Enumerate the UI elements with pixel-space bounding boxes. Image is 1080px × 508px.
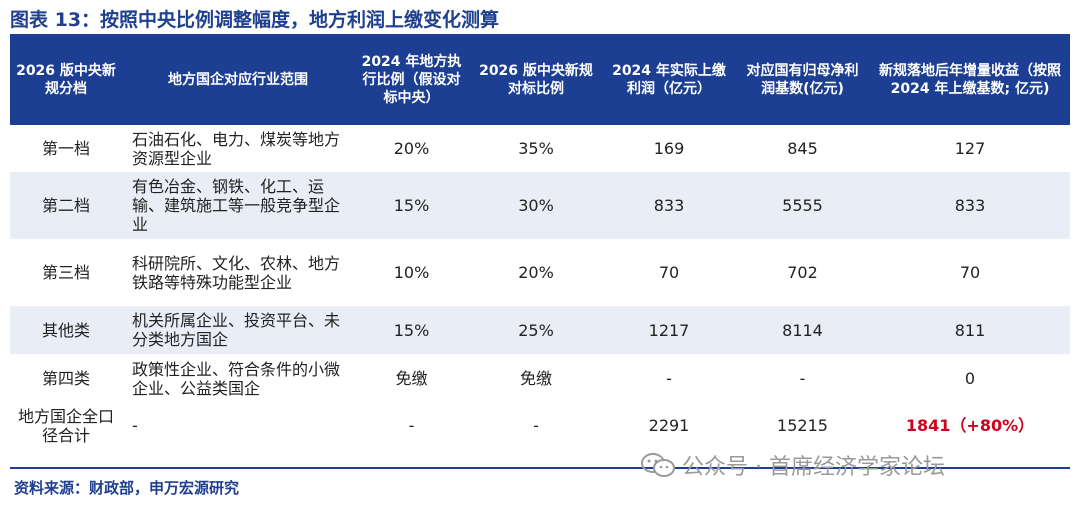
- cell-ratio-2026: 25%: [469, 306, 603, 354]
- cell-scope: -: [132, 416, 138, 435]
- cell-scope: 机关所属企业、投资平台、未分类地方国企: [122, 306, 354, 354]
- bottom-divider: [10, 467, 1070, 469]
- cell-increment-total: 1841（+80%）: [905, 416, 1035, 435]
- header-increment: 新规落地后年增量收益（按照 2024 年上缴基数; 亿元): [870, 34, 1070, 125]
- cell-tier: 第二档: [10, 172, 122, 239]
- cell-ratio-2024: 10%: [393, 263, 430, 282]
- header-scope: 地方国企对应行业范围: [122, 34, 354, 125]
- cell-base: 702: [787, 263, 818, 282]
- cell-base: 15215: [777, 416, 828, 435]
- table-row: 第三档 科研院所、文化、农林、地方铁路等特殊功能型企业 10% 20% 70 7…: [10, 239, 1070, 306]
- cell-paid-2024: 70: [658, 263, 680, 282]
- table-header-row: 2026 版中央新规分档 地方国企对应行业范围 2024 年地方执行比例（假设对…: [10, 34, 1070, 125]
- cell-paid-2024: 169: [653, 139, 685, 158]
- header-tier: 2026 版中央新规分档: [10, 34, 122, 125]
- cell-increment: 811: [870, 306, 1070, 354]
- wechat-icon: [641, 453, 675, 477]
- cell-ratio-2024: 15%: [354, 306, 469, 354]
- cell-increment: 833: [870, 172, 1070, 239]
- cell-paid-2024: -: [666, 369, 672, 388]
- cell-tier: 其他类: [10, 306, 122, 354]
- cell-paid-2024: 833: [603, 172, 735, 239]
- cell-increment: 0: [964, 369, 976, 388]
- cell-tier: 地方国企全口径合计: [17, 406, 114, 445]
- table-row: 第四类 政策性企业、符合条件的小微企业、公益类国企 免缴 免缴 - - 0: [10, 354, 1070, 403]
- cell-ratio-2026: 免缴: [519, 369, 552, 388]
- cell-tier: 第一档: [41, 139, 90, 158]
- cell-tier: 第四类: [41, 369, 90, 388]
- cell-ratio-2024: -: [408, 416, 415, 435]
- table-row: 第二档 有色冶金、钢铁、化工、运输、建筑施工等一般竞争型企业 15% 30% 8…: [10, 172, 1070, 239]
- table-row-total: 地方国企全口径合计 - - - 2291 15215 1841（+80%）: [10, 403, 1070, 448]
- cell-scope: 石油石化、电力、煤炭等地方资源型企业: [132, 129, 341, 168]
- cell-paid-2024: 1217: [603, 306, 735, 354]
- header-ratio-2024: 2024 年地方执行比例（假设对标中央）: [354, 34, 469, 125]
- source-note: 资料来源：财政部，申万宏源研究: [14, 479, 240, 497]
- cell-ratio-2024: 20%: [393, 139, 430, 158]
- cell-ratio-2026: 35%: [518, 139, 554, 158]
- cell-base: 845: [787, 139, 818, 158]
- cell-scope: 科研院所、文化、农林、地方铁路等特殊功能型企业: [132, 253, 341, 292]
- profit-table: 2026 版中央新规分档 地方国企对应行业范围 2024 年地方执行比例（假设对…: [10, 34, 1070, 448]
- header-ratio-2026: 2026 版中央新规对标比例: [469, 34, 603, 125]
- watermark-text: 公众号 · 首席经济学家论坛: [682, 455, 945, 480]
- table-row: 其他类 机关所属企业、投资平台、未分类地方国企 15% 25% 1217 811…: [10, 306, 1070, 354]
- cell-increment: 127: [954, 139, 986, 158]
- cell-base: 5555: [735, 172, 870, 239]
- cell-tier: 第三档: [41, 263, 90, 282]
- table-row: 第一档 石油石化、电力、煤炭等地方资源型企业 20% 35% 169 845 1…: [10, 125, 1070, 172]
- cell-base: 8114: [735, 306, 870, 354]
- cell-scope: 有色冶金、钢铁、化工、运输、建筑施工等一般竞争型企业: [122, 172, 354, 239]
- watermark: 公众号 · 首席经济学家论坛: [640, 449, 945, 481]
- figure-title: 图表 13：按照中央比例调整幅度，地方利润上缴变化测算: [10, 9, 500, 31]
- cell-ratio-2024: 免缴: [395, 369, 428, 388]
- cell-scope: 政策性企业、符合条件的小微企业、公益类国企: [132, 359, 341, 398]
- cell-increment: 70: [959, 263, 981, 282]
- header-base: 对应国有归母净利润基数(亿元): [735, 34, 870, 125]
- cell-base: -: [799, 369, 806, 388]
- cell-ratio-2026: 20%: [518, 263, 554, 282]
- cell-ratio-2024: 15%: [354, 172, 469, 239]
- cell-ratio-2026: -: [533, 416, 539, 435]
- cell-paid-2024: 2291: [648, 416, 690, 435]
- header-paid-2024: 2024 年实际上缴利润（亿元）: [603, 34, 735, 125]
- cell-ratio-2026: 30%: [469, 172, 603, 239]
